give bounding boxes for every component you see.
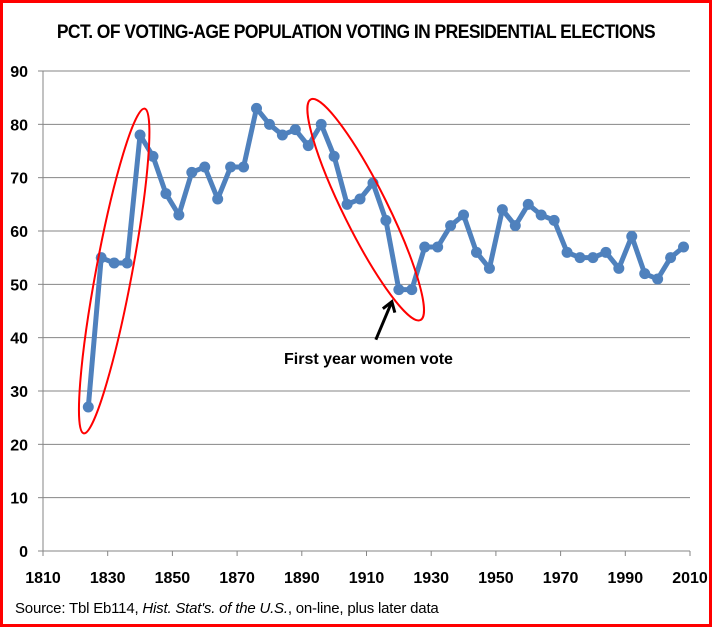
x-tick-label: 2010 <box>672 570 708 587</box>
data-point <box>458 209 470 221</box>
y-tick-label: 90 <box>10 64 28 81</box>
y-tick-label: 20 <box>10 437 28 454</box>
data-point <box>432 241 444 253</box>
data-point <box>225 161 237 173</box>
data-point <box>445 220 457 232</box>
data-point <box>121 257 133 269</box>
data-point <box>212 193 224 205</box>
x-tick-label: 1870 <box>219 570 255 587</box>
data-point <box>496 204 508 216</box>
data-point <box>678 241 690 253</box>
data-point <box>470 246 482 258</box>
arrow-shaft <box>374 301 394 341</box>
data-point <box>652 273 664 285</box>
highlight-ellipse-suffrage <box>306 97 425 322</box>
source-italic: Hist. Stat's. of the U.S. <box>142 600 288 617</box>
x-tick-label: 1970 <box>543 570 579 587</box>
gridlines <box>38 70 690 552</box>
source-suffix: , on-line, plus later data <box>287 600 439 617</box>
y-tick-label: 50 <box>10 277 28 294</box>
annotations: First year women vote <box>77 97 453 435</box>
data-point <box>289 124 301 136</box>
arrow-head-icon <box>381 299 397 314</box>
data-point <box>173 209 185 221</box>
y-tick-label: 70 <box>10 171 28 188</box>
data-point <box>147 150 159 162</box>
data-point <box>406 284 418 296</box>
data-point <box>199 161 211 173</box>
data-point <box>263 118 275 130</box>
data-point <box>328 150 340 162</box>
x-tick-label: 1930 <box>413 570 449 587</box>
data-point <box>380 214 392 226</box>
y-tick-labels: 0 10 20 30 40 50 60 70 80 90 <box>10 64 28 561</box>
data-point <box>302 140 314 152</box>
data-point <box>665 252 677 264</box>
data-point <box>108 257 120 269</box>
y-tick-label: 10 <box>10 491 28 508</box>
data-point <box>600 246 612 258</box>
source-note: Source: Tbl Eb114, Hist. Stat's. of the … <box>15 600 439 617</box>
y-tick-label: 80 <box>10 117 28 134</box>
data-point <box>160 188 172 200</box>
annotation-first-year-women-vote: First year women vote <box>284 351 453 368</box>
data-point <box>82 401 94 413</box>
data-point <box>186 166 198 178</box>
y-tick-label: 30 <box>10 384 28 401</box>
data-point <box>535 209 547 221</box>
y-tick-label: 40 <box>10 331 28 348</box>
data-point <box>238 161 250 173</box>
data-point <box>483 262 495 274</box>
data-point <box>626 230 638 242</box>
source-prefix: Source: Tbl Eb114, <box>15 600 143 617</box>
data-point <box>354 193 366 205</box>
data-point <box>574 252 586 264</box>
data-point <box>561 246 573 258</box>
highlight-ellipse-early <box>77 107 151 435</box>
data-point <box>613 262 625 274</box>
series-turnout <box>82 102 690 413</box>
data-point <box>315 118 327 130</box>
data-point <box>134 129 146 141</box>
data-point <box>522 198 534 210</box>
x-tick-label: 1910 <box>349 570 385 587</box>
data-point <box>341 198 353 210</box>
x-tick-label: 1990 <box>608 570 644 587</box>
data-point <box>548 214 560 226</box>
data-point <box>276 129 288 141</box>
x-tick-label: 1850 <box>155 570 191 587</box>
y-tick-label: 0 <box>19 544 28 561</box>
y-tick-label: 60 <box>10 224 28 241</box>
data-point <box>587 252 599 264</box>
data-point <box>419 241 431 253</box>
data-point <box>639 268 651 280</box>
data-point <box>393 284 405 296</box>
x-tick-label: 1950 <box>478 570 514 587</box>
x-tick-label: 1810 <box>25 570 61 587</box>
x-tick-label: 1890 <box>284 570 320 587</box>
data-point <box>509 220 521 232</box>
chart-title: PCT. OF VOTING-AGE POPULATION VOTING IN … <box>56 22 656 43</box>
x-tick-labels: 1810 1830 1850 1870 1890 1910 1930 1950 1970 1990… <box>25 570 708 587</box>
axes <box>42 71 691 556</box>
x-tick-label: 1830 <box>90 570 126 587</box>
data-point <box>251 102 263 114</box>
